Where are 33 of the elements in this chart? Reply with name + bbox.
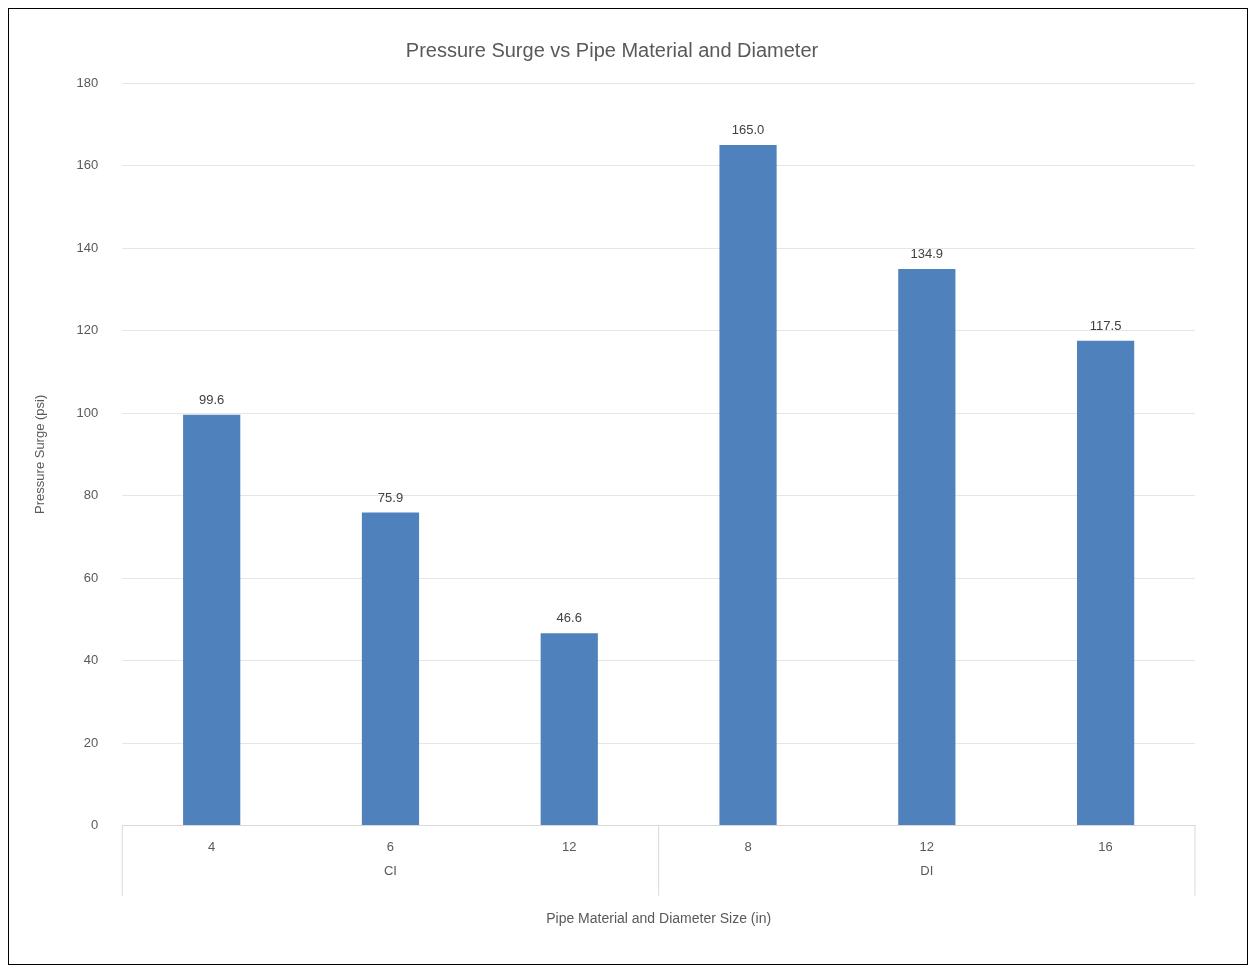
data-label: 134.9 [910,246,944,262]
x-axis-title: Pipe Material and Diameter Size (in) [546,910,772,927]
chart-title: Pressure Surge vs Pipe Material and Diameter [405,38,819,61]
y-tick-label: 120 [76,322,99,338]
x-tick-label: 12 [562,838,577,854]
data-label: 75.9 [377,489,404,505]
bar [361,512,420,826]
y-tick-label: 80 [83,487,99,503]
data-label: 117.5 [1089,317,1122,333]
data-label: 46.6 [556,610,582,626]
data-label: 165.0 [731,121,765,137]
x-tick-label: 6 [386,838,395,854]
y-tick-label: 140 [76,239,99,255]
y-tick-label: 60 [83,569,99,585]
bar [719,144,777,826]
y-tick-label: 180 [76,74,99,90]
y-tick-label: 40 [83,652,99,668]
text: CI [383,863,397,879]
y-tick-label: 160 [76,157,99,173]
bar [183,414,241,826]
x-tick-label: 12 [919,838,935,854]
y-tick-label: 100 [76,404,99,420]
x-tick-label: 16 [1098,838,1113,854]
bar [898,269,956,826]
bar [1077,340,1135,826]
x-tick-label: 4 [208,838,216,854]
x-tick-label: 8 [744,838,752,854]
data-label: 99.6 [199,391,225,407]
bar [540,633,598,826]
text: DI [920,863,934,879]
y-tick-label: 20 [83,734,99,750]
y-axis-title: Pressure Surge (psi) [32,394,48,514]
y-tick-label: 0 [91,817,99,833]
